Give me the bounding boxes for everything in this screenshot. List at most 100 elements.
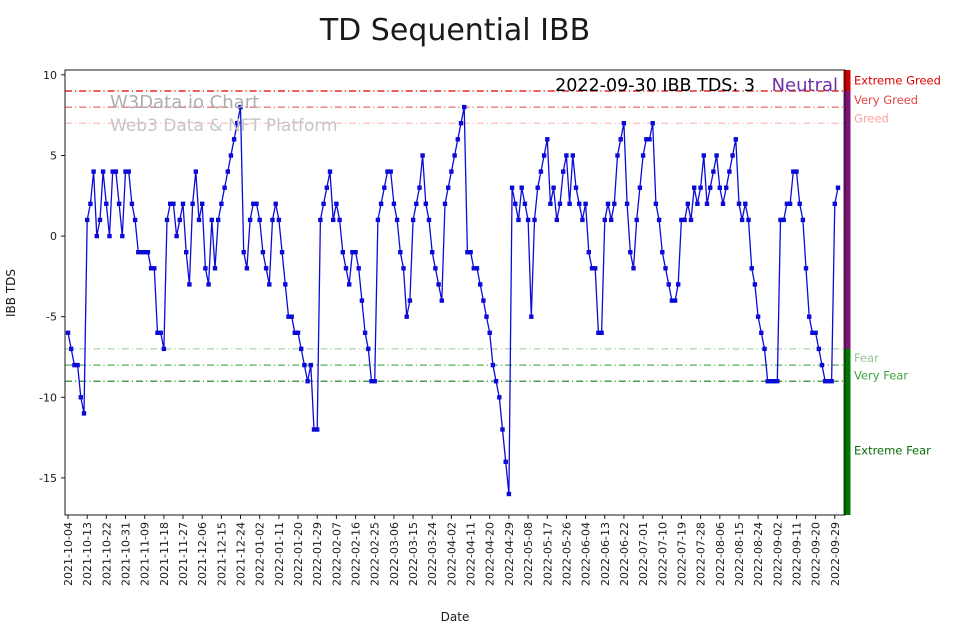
data-point-marker xyxy=(88,201,93,206)
data-point-marker xyxy=(299,346,304,352)
data-point-marker xyxy=(212,266,218,271)
data-point-marker xyxy=(231,137,237,142)
data-point-marker xyxy=(168,201,173,206)
data-point-marker xyxy=(640,153,646,158)
data-point-marker xyxy=(385,169,390,174)
data-point-marker xyxy=(532,217,537,223)
data-point-marker xyxy=(506,491,512,497)
y-tick-label: 10 xyxy=(43,69,57,82)
data-point-marker xyxy=(468,250,473,255)
data-point-marker xyxy=(85,217,90,223)
data-point-marker xyxy=(152,266,157,271)
data-point-marker xyxy=(378,201,384,206)
data-point-marker xyxy=(749,266,754,271)
data-point-marker xyxy=(398,250,403,255)
data-point-marker xyxy=(203,266,208,271)
data-point-marker xyxy=(573,185,579,190)
x-tick-label: 2022-04-11 xyxy=(465,522,478,586)
x-tick-label: 2021-12-06 xyxy=(196,522,209,586)
x-tick-label: 2022-01-02 xyxy=(254,522,267,586)
x-tick-label: 2022-07-10 xyxy=(656,522,669,586)
x-tick-label: 2022-07-19 xyxy=(675,522,688,586)
data-point-marker xyxy=(644,137,649,142)
data-point-marker xyxy=(771,379,777,384)
x-tick-label: 2022-06-22 xyxy=(618,522,631,586)
data-point-marker xyxy=(315,427,320,432)
data-point-marker xyxy=(676,282,681,287)
x-tick-label: 2022-04-20 xyxy=(484,522,497,586)
data-point-marker xyxy=(353,250,358,255)
data-point-marker xyxy=(583,201,588,206)
data-point-marker xyxy=(746,217,751,223)
data-point-marker xyxy=(497,395,502,400)
y-tick-label: -5 xyxy=(46,311,57,324)
data-point-marker xyxy=(516,217,521,223)
data-point-marker xyxy=(775,379,780,384)
data-point-marker xyxy=(423,201,428,206)
data-point-marker xyxy=(414,201,419,206)
data-point-marker xyxy=(580,217,585,223)
data-point-marker xyxy=(615,153,620,158)
x-tick-label: 2021-10-22 xyxy=(100,522,113,586)
data-point-marker xyxy=(107,233,112,239)
data-point-marker xyxy=(295,330,301,335)
data-point-marker xyxy=(139,250,144,255)
data-point-marker xyxy=(685,201,690,206)
x-tick-label: 2022-07-01 xyxy=(637,522,650,586)
data-point-marker xyxy=(289,314,294,319)
data-point-marker xyxy=(366,346,371,352)
x-tick-label: 2021-10-04 xyxy=(62,522,75,586)
data-point-marker xyxy=(391,201,397,206)
data-point-marker xyxy=(605,201,611,206)
x-tick-label: 2022-03-15 xyxy=(407,522,420,586)
data-point-marker xyxy=(193,169,198,174)
data-point-marker xyxy=(593,266,598,271)
data-point-marker xyxy=(503,459,508,464)
data-point-marker xyxy=(161,346,167,352)
data-point-marker xyxy=(807,314,812,319)
data-point-marker xyxy=(375,217,381,223)
x-axis-label: Date xyxy=(441,610,470,624)
data-point-marker xyxy=(91,169,96,174)
data-point-marker xyxy=(672,298,678,303)
data-point-marker xyxy=(273,201,278,206)
data-point-marker xyxy=(733,137,738,142)
data-point-marker xyxy=(589,266,595,271)
data-point-marker xyxy=(493,379,499,384)
data-point-marker xyxy=(624,201,630,206)
data-point-marker xyxy=(669,298,675,303)
data-point-marker xyxy=(190,201,195,206)
data-point-marker xyxy=(602,217,607,223)
data-point-marker xyxy=(736,201,742,206)
data-point-marker xyxy=(739,217,745,223)
data-point-marker xyxy=(260,250,266,255)
x-tick-label: 2022-05-26 xyxy=(560,522,573,586)
data-point-marker xyxy=(768,379,774,384)
data-point-marker xyxy=(247,217,253,223)
data-point-marker xyxy=(513,201,518,206)
data-point-marker xyxy=(407,298,413,303)
data-point-marker xyxy=(538,169,544,174)
data-point-marker xyxy=(347,282,352,287)
data-point-marker xyxy=(238,104,243,110)
data-point-marker xyxy=(206,282,211,287)
data-point-marker xyxy=(81,411,87,416)
data-point-marker xyxy=(292,330,297,335)
data-point-marker xyxy=(791,169,796,174)
data-point-marker xyxy=(276,217,282,223)
data-point-marker xyxy=(800,217,806,223)
data-point-marker xyxy=(567,201,572,206)
data-point-marker xyxy=(663,266,668,271)
data-point-marker xyxy=(100,169,106,174)
data-point-marker xyxy=(462,104,467,110)
data-point-marker xyxy=(129,201,135,206)
tds-series-line xyxy=(67,106,839,495)
data-point-marker xyxy=(324,185,329,190)
data-point-marker xyxy=(813,330,818,335)
x-tick-label: 2022-01-11 xyxy=(273,522,286,586)
data-point-marker xyxy=(720,201,726,206)
data-point-marker xyxy=(97,217,103,223)
data-point-marker xyxy=(311,427,317,432)
